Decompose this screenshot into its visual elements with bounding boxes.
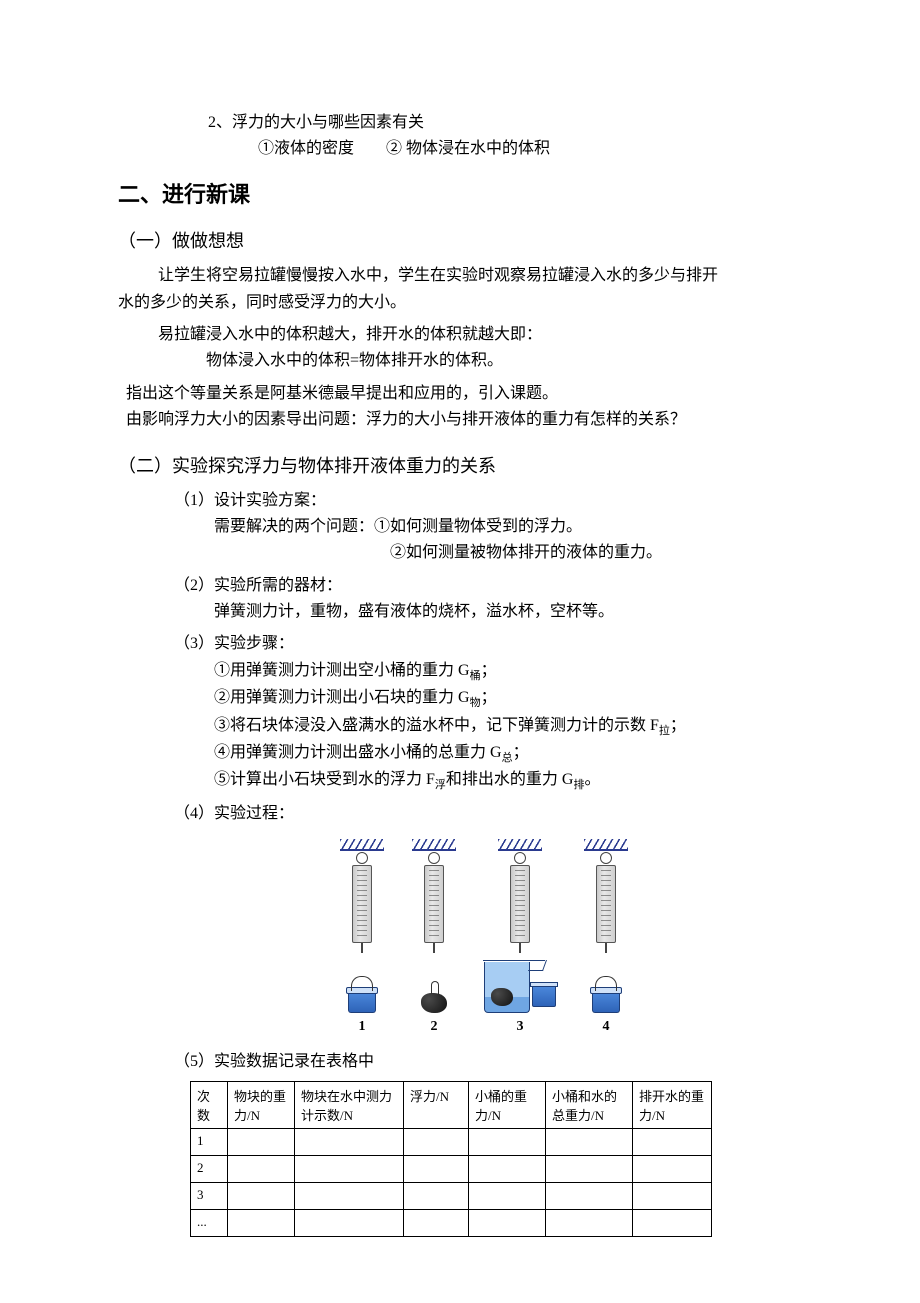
hook-icon [605, 943, 607, 953]
step3-title: （3）实验步骤： [118, 631, 810, 657]
ceiling-icon [340, 839, 384, 851]
s3c-post: ； [670, 717, 686, 734]
s3e-sub2: 排 [573, 779, 584, 791]
s3a-sub: 桶 [470, 670, 481, 682]
part1-paragraph-2: 易拉罐浸入水中的体积越大，排开水的体积就越大即： [118, 322, 810, 348]
fig-label-3: 3 [517, 1019, 524, 1035]
step2-line-a: 弹簧测力计，重物，盛有液体的烧杯，溢水杯，空杯等。 [118, 599, 810, 625]
col-head-5: 小桶和水的总重力/N [546, 1082, 633, 1129]
step4-title: （4）实验过程： [118, 801, 810, 827]
s3b-sub: 物 [470, 697, 481, 709]
table-body: 1 2 3 ... [191, 1129, 712, 1237]
part1-paragraph-4: 指出这个等量关系是阿基米德最早提出和应用的，引入课题。 [118, 381, 810, 407]
ceiling-icon [584, 839, 628, 851]
experiment-figure: 1 2 3 [158, 839, 810, 1035]
col-head-6: 排开水的重力/N [633, 1082, 712, 1129]
row-idx: 1 [191, 1129, 228, 1156]
step3-line-b: ②用弹簧测力计测出小石块的重力 G物； [118, 685, 810, 712]
step1-line-a: 需要解决的两个问题：①如何测量物体受到的浮力。 [118, 514, 810, 540]
review-item-2: 2、浮力的大小与哪些因素有关 [118, 110, 810, 136]
apparatus-1: 1 [340, 839, 384, 1035]
bucket-icon [348, 990, 376, 1013]
part2-heading: （二）实验探究浮力与物体排开液体重力的关系 [118, 452, 810, 478]
ring-icon [600, 852, 612, 864]
step3-line-a: ①用弹簧测力计测出空小桶的重力 G桶； [118, 658, 810, 685]
small-cup-icon [532, 983, 556, 1007]
fig-label-2: 2 [431, 1019, 438, 1035]
spring-scale-icon [596, 865, 616, 943]
step5-title: （5）实验数据记录在表格中 [118, 1049, 810, 1075]
fig-label-1: 1 [359, 1019, 366, 1035]
apparatus-4: 4 [584, 839, 628, 1035]
s3d-post: ； [513, 744, 529, 761]
hook-icon [519, 943, 521, 953]
spring-scale-icon [352, 865, 372, 943]
step1-title: （1）设计实验方案： [118, 488, 810, 514]
ring-icon [428, 852, 440, 864]
page: 2、浮力的大小与哪些因素有关 ①液体的密度 ② 物体浸在水中的体积 二、进行新课… [0, 0, 920, 1297]
part1-heading: （一）做做想想 [118, 227, 810, 253]
row-idx: ... [191, 1210, 228, 1237]
table-head: 次数 物块的重力/N 物块在水中测力计示数/N 浮力/N 小桶的重力/N 小桶和… [191, 1082, 712, 1129]
step3-line-c: ③将石块体浸没入盛满水的溢水杯中，记下弹簧测力计的示数 F拉； [118, 713, 810, 740]
spring-scale-icon [424, 865, 444, 943]
table-row: 3 [191, 1183, 712, 1210]
part1-paragraph-5: 由影响浮力大小的因素导出问题：浮力的大小与排开液体的重力有怎样的关系？ [118, 407, 810, 433]
s3c-sub: 拉 [659, 725, 670, 737]
s3e-post: 。 [584, 771, 600, 788]
col-head-1: 物块的重力/N [228, 1082, 295, 1129]
s3a-post: ； [481, 662, 497, 679]
part1-paragraph-1b: 水的多少的关系，同时感受浮力的大小。 [118, 290, 810, 316]
load-2 [421, 953, 447, 1013]
col-head-3: 浮力/N [404, 1082, 469, 1129]
ceiling-icon [498, 839, 542, 851]
step1-line-b: ②如何测量被物体排开的液体的重力。 [118, 540, 810, 566]
submerged-stone-icon [491, 988, 513, 1006]
col-head-2: 物块在水中测力计示数/N [295, 1082, 404, 1129]
section-2-title: 二、进行新课 [118, 177, 810, 209]
load-1 [348, 953, 376, 1013]
s3d-pre: ④用弹簧测力计测出盛水小桶的总重力 G [214, 744, 502, 761]
table-row: ... [191, 1210, 712, 1237]
data-table: 次数 物块的重力/N 物块在水中测力计示数/N 浮力/N 小桶的重力/N 小桶和… [190, 1081, 712, 1237]
s3e-sub1: 浮 [435, 779, 446, 791]
hook-icon [361, 943, 363, 953]
p1-line-a: 让学生将空易拉罐慢慢按入水中，学生在实验时观察易拉罐浸入水的多少与排开 [158, 267, 718, 284]
s3b-pre: ②用弹簧测力计测出小石块的重力 G [214, 689, 470, 706]
review-item-2-sub: ①液体的密度 ② 物体浸在水中的体积 [118, 136, 810, 162]
apparatus-3: 3 [484, 839, 556, 1035]
bucket-icon [592, 990, 620, 1013]
s3c-pre: ③将石块体浸没入盛满水的溢水杯中，记下弹簧测力计的示数 F [214, 717, 659, 734]
part1-paragraph-1: 让学生将空易拉罐慢慢按入水中，学生在实验时观察易拉罐浸入水的多少与排开 [118, 263, 810, 289]
hook-icon [433, 943, 435, 953]
ring-icon [356, 852, 368, 864]
col-head-0: 次数 [191, 1082, 228, 1129]
row-idx: 2 [191, 1156, 228, 1183]
spring-scale-icon [510, 865, 530, 943]
p1-line-b: 水的多少的关系，同时感受浮力的大小。 [118, 294, 406, 311]
part1-paragraph-3: 物体浸入水中的体积=物体排开水的体积。 [118, 348, 810, 374]
step2-title: （2）实验所需的器材： [118, 573, 810, 599]
load-3 [484, 953, 556, 1013]
s3a-pre: ①用弹簧测力计测出空小桶的重力 G [214, 662, 470, 679]
table-row: 2 [191, 1156, 712, 1183]
s3e-pre: ⑤计算出小石块受到水的浮力 F [214, 771, 435, 788]
overflow-beaker-icon [484, 962, 530, 1013]
s3d-sub: 总 [502, 752, 513, 764]
step3-line-d: ④用弹簧测力计测出盛水小桶的总重力 G总； [118, 740, 810, 767]
fig-label-4: 4 [603, 1019, 610, 1035]
stone-icon [421, 993, 447, 1013]
ceiling-icon [412, 839, 456, 851]
ring-icon [514, 852, 526, 864]
col-head-4: 小桶的重力/N [469, 1082, 546, 1129]
row-idx: 3 [191, 1183, 228, 1210]
apparatus-2: 2 [412, 839, 456, 1035]
load-4 [592, 953, 620, 1013]
s3b-post: ； [481, 689, 497, 706]
step3-line-e: ⑤计算出小石块受到水的浮力 F浮和排出水的重力 G排。 [118, 767, 810, 794]
table-row: 1 [191, 1129, 712, 1156]
s3e-mid: 和排出水的重力 G [446, 771, 574, 788]
